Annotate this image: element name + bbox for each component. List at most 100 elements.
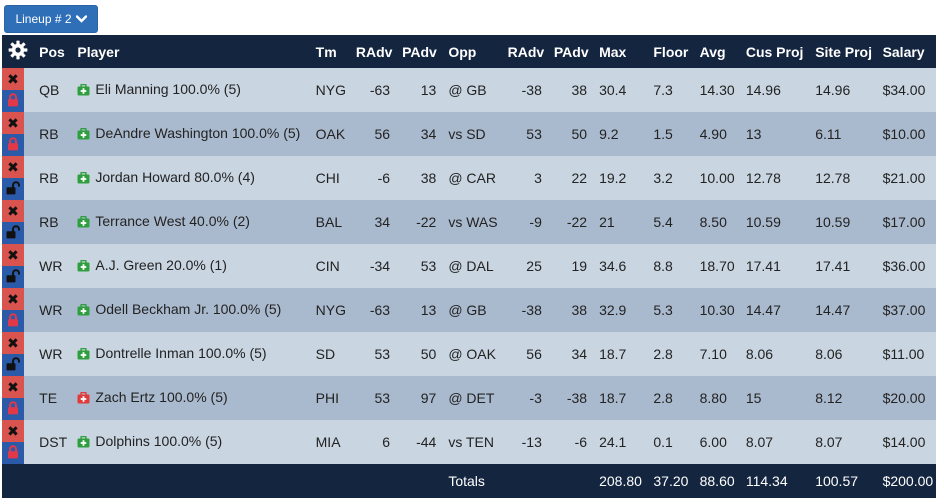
remove-player-button[interactable]: ✖ (2, 288, 24, 310)
cell-salary: $10.00 (882, 126, 926, 142)
x-icon: ✖ (7, 423, 19, 439)
cell-player[interactable]: Zach Ertz 100.0% (5) (73, 376, 311, 420)
col-radv[interactable]: RAdv (355, 43, 393, 60)
cell-avg: 10.30 (699, 302, 735, 318)
cell-player[interactable]: Dolphins 100.0% (5) (73, 420, 311, 464)
lock-icon (7, 444, 19, 462)
remove-player-button[interactable]: ✖ (2, 68, 24, 90)
cell-site-proj: 17.41 (815, 258, 851, 274)
lineup-button-label: Lineup # 2 (15, 12, 72, 26)
cell-opp-radv: -38 (521, 302, 542, 318)
cell-padv: 38 (420, 170, 437, 186)
col-team[interactable]: Tm (315, 43, 337, 60)
lineup-dropdown-button[interactable]: Lineup # 2 (4, 5, 98, 33)
col-opp[interactable]: Opp (448, 43, 477, 60)
cell-opp: @ OAK (448, 346, 496, 362)
gear-icon[interactable] (6, 40, 30, 60)
cell-radv: 56 (374, 126, 391, 142)
table-header-row: Pos Player Tm RAdv PAdv Opp RAdv PAdv Ma… (2, 35, 936, 68)
cell-player[interactable]: Terrance West 40.0% (2) (73, 200, 311, 244)
unlock-icon (6, 224, 20, 242)
col-floor[interactable]: Floor (653, 43, 689, 60)
cell-pos: RB (39, 170, 59, 186)
cell-pos: DST (39, 434, 68, 450)
settings-header[interactable] (2, 35, 35, 68)
col-opp-padv[interactable]: PAdv (553, 43, 589, 60)
cell-floor: 3.2 (653, 170, 673, 186)
col-site-proj[interactable]: Site Proj (815, 43, 872, 60)
lock-player-button[interactable] (2, 310, 24, 332)
unlock-player-button[interactable] (2, 222, 24, 244)
cell-radv: -63 (369, 302, 391, 318)
lock-player-button[interactable] (2, 90, 24, 112)
cell-opp: vs WAS (448, 214, 498, 230)
cell-opp-radv: 25 (526, 258, 542, 274)
unlock-player-button[interactable] (2, 178, 24, 200)
col-pos[interactable]: Pos (39, 43, 65, 60)
cell-opp: @ CAR (448, 170, 496, 186)
cell-player[interactable]: Eli Manning 100.0% (5) (73, 68, 311, 112)
cell-radv: 53 (374, 346, 391, 362)
row-controls: ✖ (2, 244, 24, 288)
remove-player-button[interactable]: ✖ (2, 112, 24, 134)
cell-team: NYG (315, 82, 346, 98)
x-icon: ✖ (7, 115, 19, 131)
remove-player-button[interactable]: ✖ (2, 244, 24, 266)
cell-radv: 53 (374, 390, 391, 406)
totals-max: 208.80 (599, 473, 642, 489)
cell-padv: -22 (416, 214, 437, 230)
lock-player-button[interactable] (2, 398, 24, 420)
cell-player[interactable]: Dontrelle Inman 100.0% (5) (73, 332, 311, 376)
col-opp-radv[interactable]: RAdv (507, 43, 545, 60)
remove-player-button[interactable]: ✖ (2, 332, 24, 354)
cell-team: CIN (315, 258, 340, 274)
totals-floor: 37.20 (653, 473, 689, 489)
remove-player-button[interactable]: ✖ (2, 200, 24, 222)
cell-site-proj: 8.07 (815, 434, 843, 450)
lock-player-button[interactable] (2, 134, 24, 156)
col-salary[interactable]: Salary (882, 43, 925, 60)
cell-opp-padv: 22 (571, 170, 588, 186)
unlock-icon (6, 356, 20, 374)
lock-player-button[interactable] (2, 442, 24, 464)
col-padv[interactable]: PAdv (402, 43, 437, 60)
remove-player-button[interactable]: ✖ (2, 376, 24, 398)
col-max[interactable]: Max (599, 43, 627, 60)
col-avg[interactable]: Avg (699, 43, 726, 60)
col-player[interactable]: Player (77, 43, 120, 60)
remove-player-button[interactable]: ✖ (2, 156, 24, 178)
cell-floor: 5.4 (653, 214, 673, 230)
cell-opp-padv: 38 (571, 82, 588, 98)
unlock-player-button[interactable] (2, 266, 24, 288)
cell-salary: $17.00 (882, 214, 926, 230)
cell-player[interactable]: A.J. Green 20.0% (1) (73, 244, 311, 288)
cell-player[interactable]: DeAndre Washington 100.0% (5) (73, 112, 311, 156)
table-row: ✖ WR Dontrelle Inman 100.0% (5) SD 53 50 @ OAK… (2, 332, 936, 376)
unlock-player-button[interactable] (2, 354, 24, 376)
cell-opp-padv: -38 (566, 390, 588, 406)
row-controls: ✖ (2, 420, 24, 464)
cell-player[interactable]: Odell Beckham Jr. 100.0% (5) (73, 288, 311, 332)
cell-opp-radv: -9 (529, 214, 542, 230)
player-name: Dontrelle Inman 100.0% (5) (95, 345, 267, 361)
cell-cus-proj: 8.07 (745, 434, 774, 450)
totals-row: Totals 208.80 37.20 88.60 114.34 100.57 … (2, 464, 936, 498)
table-row: ✖ RB Jordan Howard 80.0% (4) CHI -6 38 @ CAR 3 2… (2, 156, 936, 200)
cell-floor: 7.3 (653, 82, 673, 98)
cell-floor: 0.1 (653, 434, 673, 450)
cell-opp: @ DAL (448, 258, 494, 274)
cell-cus-proj: 12.78 (745, 170, 781, 186)
cell-salary: $21.00 (882, 170, 926, 186)
cell-site-proj: 8.06 (815, 346, 843, 362)
cell-player[interactable]: Jordan Howard 80.0% (4) (73, 156, 311, 200)
cell-site-proj: 8.12 (815, 390, 843, 406)
table-row: ✖ DST Dolphins 100.0% (5) MIA 6 -44 vs TEN -13 -… (2, 420, 936, 464)
cell-padv: 13 (420, 82, 437, 98)
cell-cus-proj: 14.96 (745, 82, 781, 98)
cell-radv: 34 (374, 214, 391, 230)
medkit-icon (77, 435, 90, 451)
cell-floor: 2.8 (653, 390, 673, 406)
remove-player-button[interactable]: ✖ (2, 420, 24, 442)
cell-opp: vs TEN (448, 434, 494, 450)
col-cus-proj[interactable]: Cus Proj (745, 43, 804, 60)
